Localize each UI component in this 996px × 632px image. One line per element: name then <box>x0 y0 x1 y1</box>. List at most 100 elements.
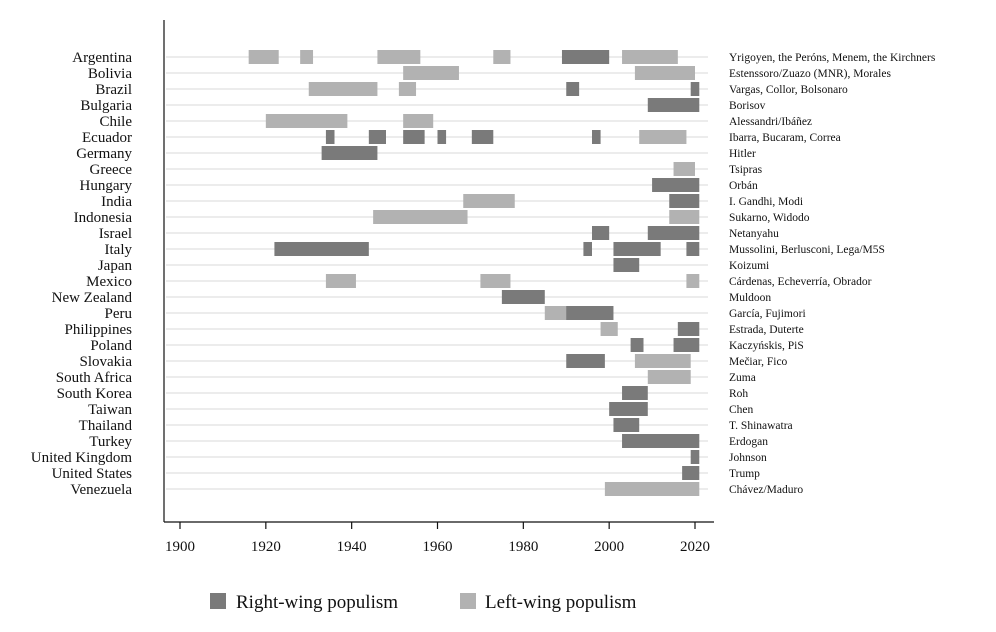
bar-right-wing-populism <box>561 50 610 64</box>
bar-left-wing-populism <box>604 482 700 496</box>
leader-label: Estrada, Duterte <box>729 324 804 336</box>
country-label: United States <box>52 466 133 482</box>
country-label: Germany <box>76 146 132 162</box>
leader-label: Orbán <box>729 180 758 192</box>
bar-right-wing-populism <box>686 242 700 256</box>
x-tick-label: 1940 <box>337 539 367 555</box>
x-tick-label: 2000 <box>594 539 624 555</box>
leader-label: Muldoon <box>729 292 771 304</box>
country-label: Taiwan <box>88 402 132 418</box>
axes: 1900 1920 1940 1960 1980 2000 2020 <box>163 20 714 555</box>
bar-left-wing-populism <box>686 274 700 288</box>
country-label: Israel <box>99 226 132 242</box>
x-tick-label: 2020 <box>680 539 710 555</box>
bar-right-wing-populism <box>368 130 386 144</box>
bar-right-wing-populism <box>437 130 447 144</box>
country-labels: ArgentinaBoliviaBrazilBulgariaChileEcuad… <box>31 50 133 498</box>
country-label: South Africa <box>56 370 133 386</box>
leader-label: Zuma <box>729 372 756 384</box>
country-label: New Zealand <box>52 290 133 306</box>
bar-left-wing-populism <box>480 274 511 288</box>
leader-label: Koizumi <box>729 260 769 272</box>
leader-label: Mečiar, Fico <box>729 356 788 368</box>
leader-label: Chávez/Maduro <box>729 484 803 496</box>
bar-right-wing-populism <box>669 194 700 208</box>
country-label: Hungary <box>80 178 133 194</box>
country-label: Argentina <box>72 50 132 66</box>
bar-right-wing-populism <box>592 130 601 144</box>
bar-left-wing-populism <box>248 50 279 64</box>
x-tick-label: 1900 <box>165 539 195 555</box>
bar-left-wing-populism <box>647 370 691 384</box>
country-label: Chile <box>100 114 133 130</box>
country-label: Bolivia <box>88 66 133 82</box>
bar-right-wing-populism <box>652 178 700 192</box>
bar-right-wing-populism <box>682 466 700 480</box>
bar-right-wing-populism <box>613 242 661 256</box>
legend-label-left: Left-wing populism <box>485 592 637 613</box>
bar-right-wing-populism <box>690 450 700 464</box>
leader-label: Mussolini, Berlusconi, Lega/M5S <box>729 244 885 256</box>
bar-right-wing-populism <box>613 418 640 432</box>
country-label: Philippines <box>64 322 132 338</box>
bar-left-wing-populism <box>398 82 417 96</box>
leader-label: Chen <box>729 404 754 416</box>
country-label: Indonesia <box>74 210 133 226</box>
bar-left-wing-populism <box>463 194 515 208</box>
bar-left-wing-populism <box>308 82 378 96</box>
leader-label: I. Gandhi, Modi <box>729 196 803 208</box>
bar-right-wing-populism <box>622 434 700 448</box>
country-label: Venezuela <box>70 482 132 498</box>
bar-right-wing-populism <box>690 82 700 96</box>
country-label: Brazil <box>95 82 132 98</box>
bar-right-wing-populism <box>501 290 545 304</box>
country-label: Turkey <box>89 434 132 450</box>
leader-label: T. Shinawatra <box>729 420 793 432</box>
bar-right-wing-populism <box>566 82 580 96</box>
bar-left-wing-populism <box>377 50 421 64</box>
leader-label: Erdogan <box>729 436 768 448</box>
bar-left-wing-populism <box>544 306 571 320</box>
leader-label: Alessandri/Ibáñez <box>729 116 812 128</box>
bar-right-wing-populism <box>471 130 494 144</box>
bar-left-wing-populism <box>373 210 468 224</box>
leader-label: Sukarno, Widodo <box>729 212 810 224</box>
bar-left-wing-populism <box>600 322 618 336</box>
leader-label: Yrigoyen, the Peróns, Menem, the Kirchne… <box>729 52 936 64</box>
legend-label-right: Right-wing populism <box>236 592 398 613</box>
country-label: Bulgaria <box>80 98 132 114</box>
leader-label: Johnson <box>729 452 767 464</box>
leader-label: García, Fujimori <box>729 308 806 320</box>
leader-label: Netanyahu <box>729 228 779 240</box>
x-tick-label: 1960 <box>423 539 453 555</box>
bar-left-wing-populism <box>669 210 700 224</box>
country-label: Mexico <box>86 274 132 290</box>
bar-right-wing-populism <box>677 322 700 336</box>
country-label: Japan <box>98 258 133 274</box>
leader-label: Vargas, Collor, Bolsonaro <box>729 84 848 96</box>
bar-left-wing-populism <box>493 50 511 64</box>
bar-right-wing-populism <box>583 242 592 256</box>
country-label: Thailand <box>79 418 133 434</box>
country-label: Peru <box>105 306 133 322</box>
leader-label: Borisov <box>729 100 766 112</box>
bar-left-wing-populism <box>265 114 348 128</box>
bar-left-wing-populism <box>300 50 314 64</box>
bar-left-wing-populism <box>634 66 695 80</box>
country-label: Italy <box>105 242 133 258</box>
bar-right-wing-populism <box>622 386 648 400</box>
bar-right-wing-populism <box>647 98 700 112</box>
bar-left-wing-populism <box>403 114 434 128</box>
bar-right-wing-populism <box>647 226 700 240</box>
leader-label: Cárdenas, Echeverría, Obrador <box>729 276 872 288</box>
bar-right-wing-populism <box>609 402 648 416</box>
country-label: Ecuador <box>82 130 132 146</box>
legend-swatch-right <box>210 593 226 609</box>
bar-left-wing-populism <box>639 130 687 144</box>
bar-left-wing-populism <box>622 50 678 64</box>
bar-left-wing-populism <box>325 274 356 288</box>
bar-right-wing-populism <box>325 130 335 144</box>
leader-labels: Yrigoyen, the Peróns, Menem, the Kirchne… <box>729 52 936 496</box>
x-tick-label: 1920 <box>251 539 281 555</box>
